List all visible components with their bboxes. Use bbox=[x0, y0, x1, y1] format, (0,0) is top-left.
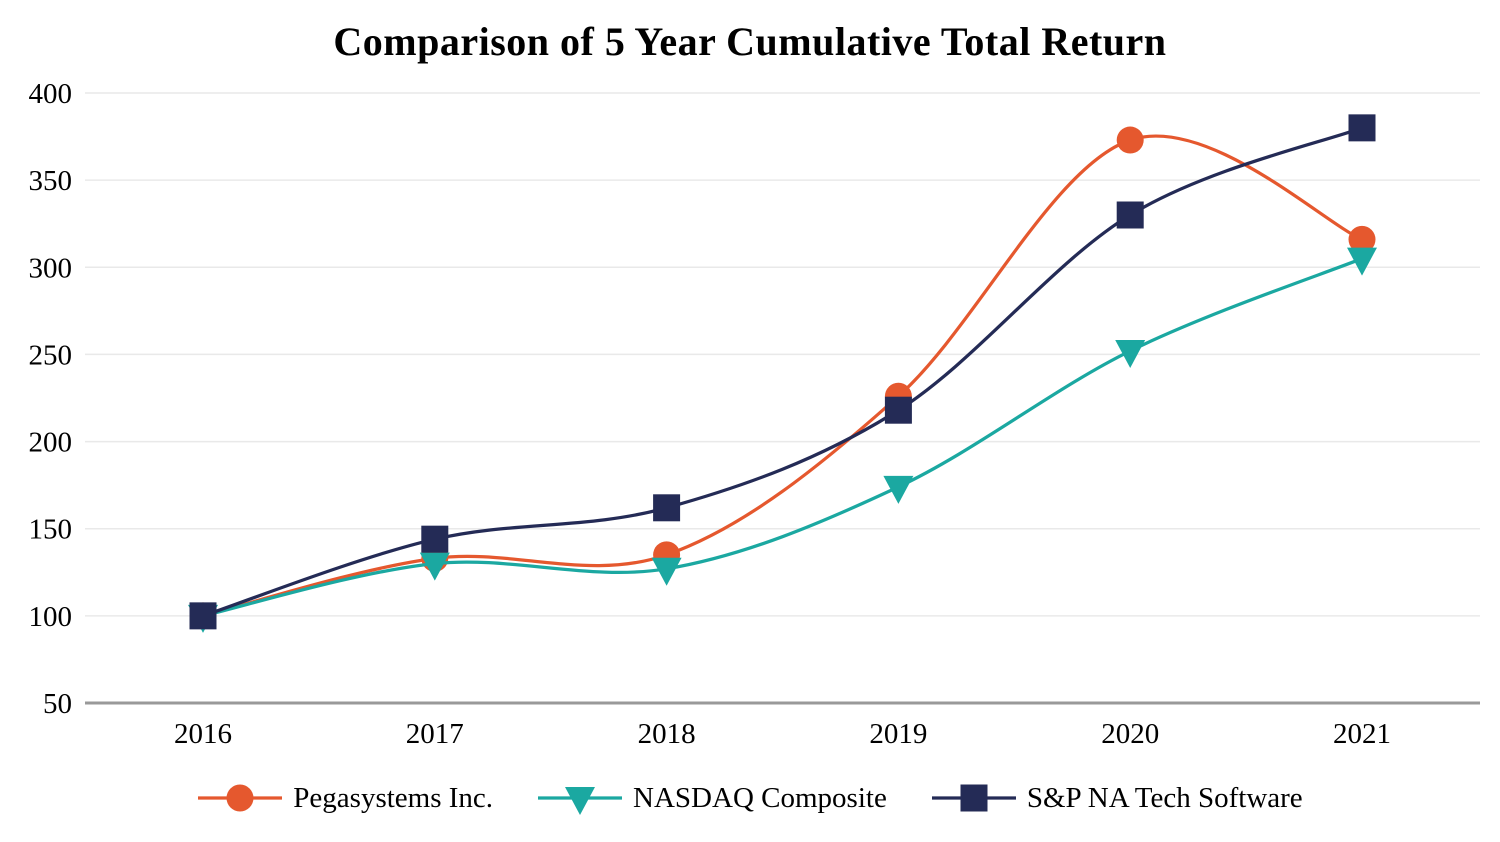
legend-swatch bbox=[198, 784, 283, 812]
x-tick-label: 2017 bbox=[406, 718, 464, 750]
y-tick-label: 250 bbox=[29, 339, 73, 371]
triangle-down-marker bbox=[1347, 247, 1377, 276]
legend-label: Pegasystems Inc. bbox=[293, 781, 494, 814]
circle-marker bbox=[226, 784, 254, 812]
square-marker bbox=[960, 784, 988, 812]
x-tick-label: 2019 bbox=[869, 718, 927, 750]
legend-swatch bbox=[538, 787, 623, 815]
legend-swatch bbox=[931, 784, 1016, 812]
legend-label: NASDAQ Composite bbox=[633, 781, 887, 814]
triangle-down-marker bbox=[419, 552, 450, 581]
series-line bbox=[201, 256, 1364, 618]
legend: Pegasystems Inc. NASDAQ Composite S&P NA T… bbox=[0, 778, 1500, 818]
triangle-down-marker bbox=[565, 787, 596, 815]
y-tick-label: 300 bbox=[29, 252, 73, 284]
y-tick-label: 200 bbox=[29, 427, 73, 459]
series-0 bbox=[189, 126, 1376, 630]
y-tick-label: 400 bbox=[29, 78, 73, 110]
triangle-down-marker bbox=[1115, 339, 1146, 368]
series-line bbox=[201, 126, 1364, 618]
square-marker bbox=[884, 396, 912, 424]
square-marker bbox=[421, 525, 449, 553]
y-tick-label: 350 bbox=[29, 165, 73, 197]
x-tick-label: 2016 bbox=[174, 718, 232, 750]
square-marker bbox=[1348, 114, 1376, 142]
series-2 bbox=[189, 114, 1376, 630]
chart-title: Comparison of 5 Year Cumulative Total Re… bbox=[333, 19, 1167, 64]
square-marker bbox=[189, 602, 217, 630]
circle-marker bbox=[1348, 225, 1376, 253]
legend-item: NASDAQ Composite bbox=[537, 778, 887, 818]
y-tick-label: 150 bbox=[29, 514, 73, 546]
square-marker bbox=[1116, 201, 1144, 229]
triangle-down-marker bbox=[651, 557, 682, 586]
x-tick-label: 2018 bbox=[638, 718, 696, 750]
legend-label: S&P NA Tech Software bbox=[1026, 781, 1303, 814]
series-line bbox=[201, 134, 1364, 618]
x-tick-label: 2020 bbox=[1101, 718, 1159, 750]
y-tick-label: 50 bbox=[43, 688, 72, 720]
y-tick-label: 100 bbox=[29, 601, 73, 633]
legend-item: Pegasystems Inc. bbox=[197, 778, 493, 818]
circle-marker bbox=[1116, 126, 1144, 154]
square-marker bbox=[653, 494, 681, 522]
triangle-down-marker bbox=[883, 475, 914, 504]
x-tick-label: 2021 bbox=[1333, 718, 1391, 750]
legend-item: S&P NA Tech Software bbox=[931, 778, 1303, 818]
series-1 bbox=[188, 247, 1377, 633]
